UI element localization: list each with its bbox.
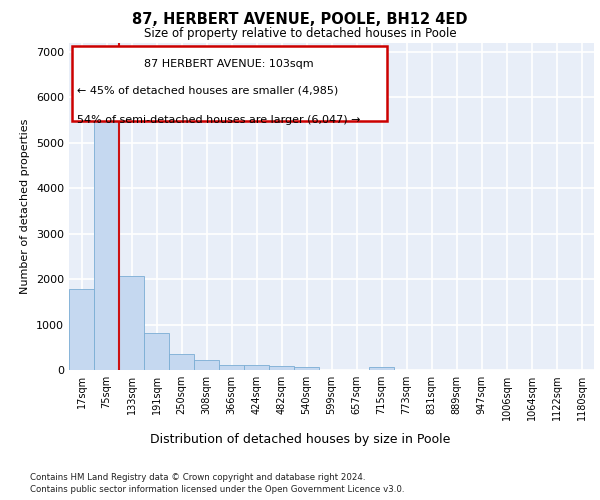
Bar [244, 366, 269, 370]
Text: ← 45% of detached houses are smaller (4,985): ← 45% of detached houses are smaller (4,… [77, 85, 338, 95]
Bar [294, 367, 319, 370]
Text: 87 HERBERT AVENUE: 103sqm: 87 HERBERT AVENUE: 103sqm [145, 59, 314, 69]
Bar [369, 367, 394, 370]
Bar [119, 276, 144, 370]
Bar [269, 366, 294, 370]
Text: Distribution of detached houses by size in Poole: Distribution of detached houses by size … [150, 432, 450, 446]
Bar [169, 354, 194, 370]
FancyBboxPatch shape [71, 46, 386, 121]
Text: Contains public sector information licensed under the Open Government Licence v3: Contains public sector information licen… [30, 485, 404, 494]
Bar [69, 289, 94, 370]
Text: Size of property relative to detached houses in Poole: Size of property relative to detached ho… [143, 28, 457, 40]
Text: 87, HERBERT AVENUE, POOLE, BH12 4ED: 87, HERBERT AVENUE, POOLE, BH12 4ED [132, 12, 468, 28]
Y-axis label: Number of detached properties: Number of detached properties [20, 118, 31, 294]
Bar [144, 332, 169, 370]
Text: Contains HM Land Registry data © Crown copyright and database right 2024.: Contains HM Land Registry data © Crown c… [30, 472, 365, 482]
Bar [194, 360, 219, 370]
Bar [219, 364, 244, 370]
Text: 54% of semi-detached houses are larger (6,047) →: 54% of semi-detached houses are larger (… [77, 114, 361, 124]
Bar [94, 107, 119, 370]
